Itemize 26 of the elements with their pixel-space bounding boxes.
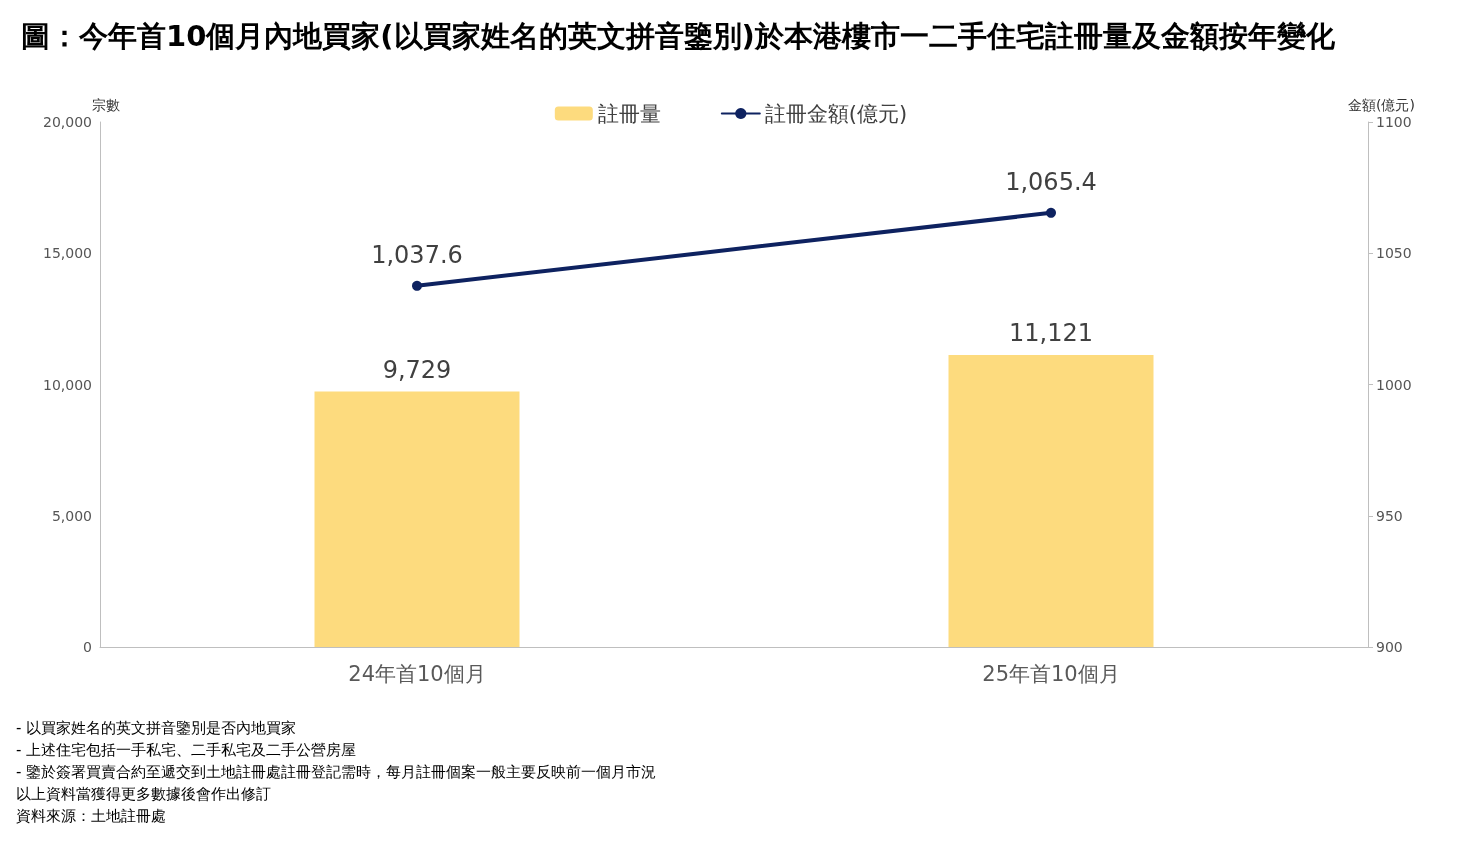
y-tick-label: 5,000 — [51, 507, 92, 524]
text: 以上資料當獲得更多數據後會作出修訂 — [16, 784, 271, 803]
data-label: 11,121 — [1009, 319, 1093, 348]
y2-axis-title: 金額(億元) — [1348, 97, 1415, 113]
text: - 以買家姓名的英文拼音鑒別是否內地買家 — [16, 718, 297, 737]
text: - 鑒於簽署買賣合約至遞交到土地註冊處註冊登記需時，每月註冊個案一般主要反映前一個月市況 — [16, 762, 657, 781]
y2-tick-label: 950 — [1376, 507, 1403, 524]
y2-tick-label: 1100 — [1376, 114, 1412, 130]
y2-tick-label: 1000 — [1376, 376, 1412, 393]
y-tick-label: 10,000 — [43, 376, 92, 393]
y-tick-label: 15,000 — [43, 245, 92, 262]
y-axis-title: 宗數 — [92, 97, 120, 113]
text: - 上述住宅包括一手私宅、二手私宅及二手公營房屋 — [16, 740, 357, 759]
legend-label: 註冊金額(億元) — [764, 101, 908, 126]
y2-tick-label: 900 — [1376, 639, 1403, 655]
legend-label: 註冊量 — [597, 101, 661, 126]
chart-title: 圖：今年首10個月內地買家(以買家姓名的英文拼音鑒別)於本港樓市一二手住宅註冊量及金額按年變化 — [21, 18, 1336, 53]
y2-tick-label: 1050 — [1376, 245, 1412, 262]
y-tick-label: 20,000 — [43, 114, 92, 130]
x-tick-label: 24年首10個月 — [348, 661, 486, 686]
data-label: 1,037.6 — [371, 240, 463, 269]
source-note: 資料來源：土地註冊處 — [16, 806, 166, 825]
data-label: 1,065.4 — [1005, 167, 1097, 196]
data-label: 9,729 — [382, 355, 452, 384]
x-tick-label: 25年首10個月 — [982, 661, 1120, 686]
y-tick-label: 0 — [83, 639, 92, 655]
